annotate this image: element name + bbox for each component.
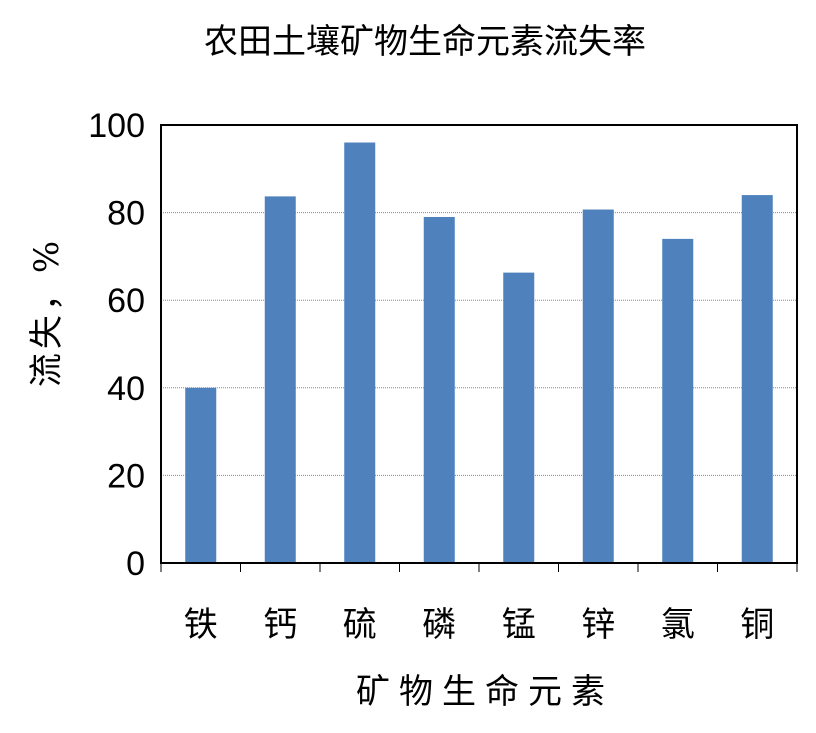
y-tick-label: 60 xyxy=(107,282,145,320)
x-tick-label: 磷 xyxy=(422,605,456,645)
x-axis xyxy=(160,563,798,572)
x-tick-label: 铁 xyxy=(184,605,218,645)
x-tick-label: 钙 xyxy=(263,605,297,645)
bar xyxy=(344,142,376,563)
x-tick-label: 硫 xyxy=(343,605,377,645)
y-tick-label: 0 xyxy=(126,545,145,583)
y-axis-label: 流失，% xyxy=(27,237,67,387)
bar xyxy=(741,195,773,563)
y-tick-label: 40 xyxy=(107,370,145,408)
bar xyxy=(582,209,614,563)
y-tick-label: 100 xyxy=(88,107,145,145)
x-tick-label: 铜 xyxy=(740,605,774,645)
bar xyxy=(503,272,535,563)
gridlines xyxy=(161,212,797,476)
x-axis-label: 矿物生命元素 xyxy=(356,672,614,712)
bar xyxy=(423,216,455,564)
plot-frame xyxy=(160,124,798,564)
x-tick-label: 氯 xyxy=(661,605,695,645)
y-axis-ticks: 0 20 40 60 80 100 xyxy=(88,107,145,583)
x-tick-label: 锌 xyxy=(581,605,615,645)
y-tick-label: 20 xyxy=(107,457,145,495)
y-tick-label: 80 xyxy=(107,195,145,233)
x-axis-tick-labels: 铁钙硫磷锰锌氯铜 xyxy=(184,605,775,645)
chart-title: 农田土壤矿物生命元素流失率 xyxy=(204,22,646,62)
bars xyxy=(185,142,773,564)
bar xyxy=(264,196,296,564)
x-tick-label: 锰 xyxy=(502,605,536,645)
bar xyxy=(185,387,217,563)
bar xyxy=(662,238,694,563)
